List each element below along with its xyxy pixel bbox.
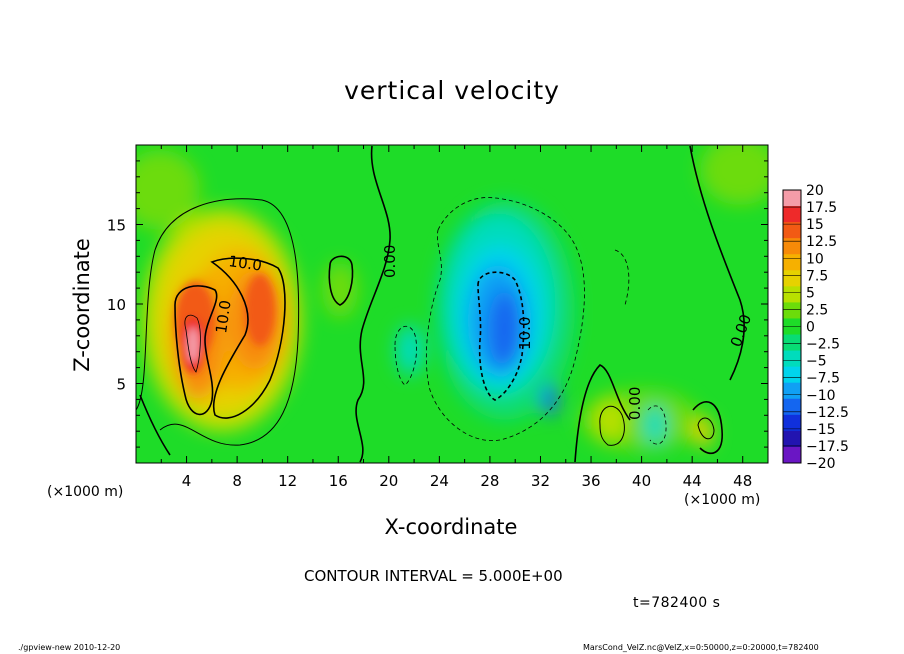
contour-line-zero-small	[328, 255, 354, 306]
downdraft-patch	[396, 325, 424, 375]
colorbar-label: 20	[806, 183, 824, 199]
colorbar-label: −17.5	[806, 439, 849, 455]
contour-line-5	[136, 198, 300, 446]
x-tick-label: 44	[683, 472, 702, 490]
x-tick-label: 20	[379, 472, 398, 490]
y-tick-label: 5	[116, 376, 126, 394]
x-tick-label: 4	[182, 472, 192, 490]
colorbar-swatch	[783, 430, 801, 448]
contour-line-5-small	[599, 405, 625, 446]
contour-lines	[136, 145, 745, 463]
x-tick-label: 36	[581, 472, 600, 490]
x-axis: 4 8 12 16 20 24 28 32 36 40 44 48	[160, 145, 752, 490]
colorbar-swatch	[783, 366, 801, 384]
colorbar-swatch	[783, 302, 801, 319]
contour-lines-negative	[394, 197, 667, 445]
x-axis-label: X-coordinate	[0, 515, 904, 539]
y-axis-label: Z-coordinate	[70, 238, 94, 372]
x-tick-label: 32	[531, 472, 550, 490]
contour-interval-label: CONTOUR INTERVAL = 5.000E+00	[304, 567, 563, 585]
contour-line-minus-10	[477, 271, 525, 401]
downdraft-patch	[643, 405, 667, 445]
downdraft-small-core	[542, 384, 558, 416]
y-axis: 5 10 15	[107, 160, 768, 448]
time-label: t=782400 s	[633, 595, 721, 611]
contour-line-zero-bottom	[574, 364, 631, 463]
heatmap-field: 10.0 10.0 0.00 10.0 0.00 0.00	[136, 145, 768, 463]
contour-line-15	[184, 314, 201, 373]
colorbar-swatch	[783, 286, 801, 303]
x-tick-label: 40	[632, 472, 651, 490]
x-unit-label-left: (×1000 m)	[47, 484, 124, 500]
contour-line-5-small-right	[697, 417, 715, 440]
contour-line-zero-right	[689, 145, 745, 381]
contour-label: 10.0	[212, 299, 234, 335]
colorbar-swatch	[783, 270, 801, 287]
x-tick-label: 48	[733, 472, 752, 490]
colorbar-label: 17.5	[806, 200, 837, 216]
contour-label: 10.0	[516, 317, 534, 350]
colorbar-label: 15	[806, 217, 824, 233]
contour-line-zero-edge	[139, 394, 171, 456]
colorbar-label: −10	[806, 388, 836, 404]
x-axis-label-text: X-coordinate	[384, 515, 518, 539]
colorbar-swatch	[783, 254, 801, 271]
x-unit-label-right: (×1000 m)	[684, 492, 761, 508]
x-tick-label: 16	[329, 472, 348, 490]
colorbar-label: −7.5	[806, 371, 840, 387]
colorbar-swatch	[783, 238, 801, 255]
updraft-peak	[187, 327, 199, 363]
contour-line-minus-5	[426, 197, 585, 442]
colorbar-label: −2.5	[806, 337, 840, 353]
colorbar-label: 10	[806, 251, 824, 267]
colorbar-label: −20	[806, 456, 836, 472]
field-patch	[700, 145, 768, 205]
colorbar-label: 2.5	[806, 302, 828, 318]
x-tick-label: 24	[430, 472, 449, 490]
contour-labels: 10.0 10.0 0.00 10.0 0.00 0.00	[212, 245, 755, 420]
downdraft-core	[488, 290, 522, 370]
contour-line-minus-5-bottom	[647, 405, 667, 445]
colorbar-label: 12.5	[806, 234, 837, 250]
x-tick-label: 12	[278, 472, 297, 490]
footer-left: ./gpview-new 2010-12-20	[18, 643, 121, 652]
colorbar-swatch	[783, 350, 801, 368]
colorbar-swatch	[783, 334, 801, 352]
colorbar-swatch	[783, 382, 801, 400]
colorbar-label: 0	[806, 320, 815, 336]
field-patch	[136, 150, 200, 230]
colorbar-label: −15	[806, 422, 836, 438]
colorbar-swatch	[783, 398, 801, 416]
colorbar-label: −5	[806, 354, 827, 370]
contour-line-10-right	[210, 257, 286, 419]
colorbar-swatch	[783, 222, 801, 239]
contour-label: 10.0	[227, 252, 263, 274]
y-tick-label: 10	[107, 296, 126, 314]
colorbar-swatch	[783, 446, 801, 464]
contour-line-10-left	[174, 285, 218, 416]
updraft-right-core	[245, 274, 275, 346]
colorbar-label: −12.5	[806, 405, 849, 421]
contour-label: 0.00	[626, 387, 644, 420]
x-tick-label: 8	[232, 472, 242, 490]
colorbar-label: 7.5	[806, 268, 828, 284]
colorbar-swatch	[783, 414, 801, 432]
colorbar-label: 5	[806, 285, 815, 301]
x-tick-label: 28	[480, 472, 499, 490]
contour-line-minus-5-small	[394, 325, 417, 386]
contour-line-zero-small-right	[692, 401, 723, 455]
chart-title: vertical velocity	[344, 76, 560, 105]
colorbar-swatch	[783, 190, 801, 207]
y-tick-label: 15	[107, 217, 126, 235]
colorbar-swatch	[783, 206, 801, 223]
footer-right: MarsCond_VelZ.nc@VelZ,x=0:50000,z=0:2000…	[583, 643, 819, 652]
field-patch	[322, 262, 358, 318]
contour-line-zero-main	[355, 145, 391, 463]
contour-label: 0.00	[381, 245, 399, 278]
updraft-patch	[693, 417, 713, 447]
